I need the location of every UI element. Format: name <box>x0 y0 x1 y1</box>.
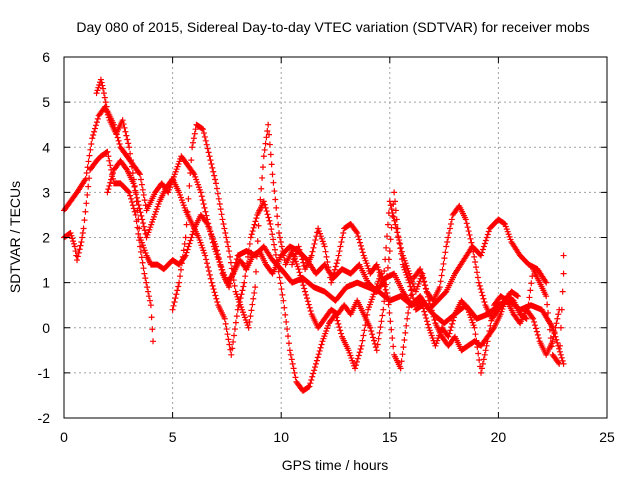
y-tick-label: 1 <box>42 275 50 291</box>
x-tick-label: 25 <box>599 429 615 445</box>
grid-lines <box>64 57 607 418</box>
x-tick-label: 5 <box>169 429 177 445</box>
y-tick-label: -1 <box>38 365 51 381</box>
chart-title: Day 080 of 2015, Sidereal Day-to-day VTE… <box>76 19 589 35</box>
x-tick-label: 10 <box>273 429 289 445</box>
y-tick-label: 0 <box>42 320 50 336</box>
series-track-d <box>169 121 563 376</box>
y-tick-label: 6 <box>42 49 50 65</box>
series-markers <box>289 198 567 367</box>
x-axis-title: GPS time / hours <box>282 457 389 473</box>
y-tick-label: 4 <box>42 139 50 155</box>
axis-ticks: 0 5 10 15 20 25 -2 -1 0 1 2 3 4 5 6 <box>38 49 615 445</box>
data-points <box>61 76 567 394</box>
series-markers <box>169 121 563 376</box>
y-tick-label: 3 <box>42 184 50 200</box>
y-tick-label: 2 <box>42 230 50 246</box>
series-track-a <box>61 148 157 345</box>
x-tick-label: 20 <box>491 429 507 445</box>
x-tick-label: 15 <box>382 429 398 445</box>
series-track-c <box>93 76 550 313</box>
y-tick-label: 5 <box>42 94 50 110</box>
y-tick-label: -2 <box>38 410 51 426</box>
y-axis-title: SDTVAR / TECUs <box>7 181 23 293</box>
x-tick-label: 0 <box>60 429 68 445</box>
series-markers <box>61 148 157 345</box>
series-track-f <box>289 198 567 367</box>
series-markers <box>93 76 550 313</box>
